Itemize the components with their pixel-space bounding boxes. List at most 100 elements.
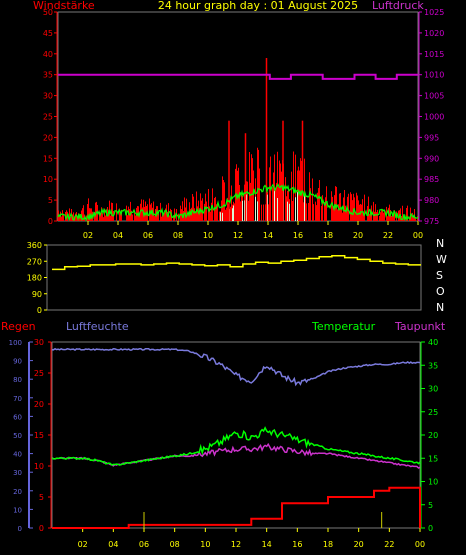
- y-tick: 0: [37, 306, 42, 315]
- x-tick: 20: [354, 540, 364, 549]
- x-tick: 10: [200, 540, 210, 549]
- temp-tick: 25: [428, 408, 438, 417]
- y-tick: 90: [32, 290, 42, 299]
- x-tick: 20: [353, 231, 363, 240]
- y-right-tick: 985: [424, 175, 439, 184]
- y-left-tick: 0: [48, 217, 53, 226]
- y-left-tick: 10: [43, 175, 53, 184]
- x-tick: 12: [233, 231, 243, 240]
- x-tick: 14: [263, 231, 273, 240]
- humidity-tick: 0: [18, 525, 22, 533]
- y-left-tick: 15: [43, 154, 53, 163]
- y-left-tick: 30: [43, 92, 53, 101]
- y-right-tick: 1010: [424, 71, 444, 80]
- x-tick: 04: [108, 540, 118, 549]
- rain-tick: 5: [39, 493, 44, 502]
- temp-tick: 15: [428, 454, 438, 463]
- x-tick: 08: [173, 231, 183, 240]
- x-tick: 00: [413, 231, 423, 240]
- x-tick: 22: [384, 540, 394, 549]
- temperatur-label: Temperatur: [311, 320, 376, 333]
- humidity-tick: 100: [9, 339, 22, 347]
- y-right-tick: 975: [424, 217, 439, 226]
- y-left-tick: 25: [43, 113, 53, 122]
- humidity-tick: 90: [13, 358, 22, 366]
- avg-wind-line: [57, 183, 419, 222]
- pressure-line: [58, 73, 418, 80]
- rain-tick: 30: [34, 338, 44, 347]
- x-tick: 06: [143, 231, 153, 240]
- compass-label: N: [436, 301, 444, 314]
- compass-label: O: [436, 285, 445, 298]
- windstaerke-label: Windstärke: [33, 0, 95, 12]
- temp-tick: 5: [428, 501, 433, 510]
- rain-tick: 20: [34, 400, 44, 409]
- temp-tick: 40: [428, 338, 438, 347]
- temp-tick: 20: [428, 431, 438, 440]
- x-tick: 00: [415, 540, 425, 549]
- y-left-tick: 20: [43, 133, 53, 142]
- wind-pressure-chart: 0510152025303540455097598098599099510001…: [43, 8, 445, 240]
- y-left-tick: 35: [43, 71, 53, 80]
- humidity-tick: 10: [13, 506, 22, 514]
- humidity-tick: 50: [13, 432, 22, 440]
- humidity-tick: 40: [13, 451, 22, 459]
- plot-frame: [46, 244, 422, 311]
- luftfeuchte-label: Luftfeuchte: [66, 320, 129, 333]
- x-tick: 10: [203, 231, 213, 240]
- graph-title: 24 hour graph day : 01 August 2025: [158, 0, 358, 12]
- y-right-tick: 1025: [424, 8, 444, 17]
- humidity-tick: 80: [13, 376, 22, 384]
- wind-direction-line: [52, 255, 421, 271]
- regen-label: Regen: [1, 320, 36, 333]
- x-tick: 18: [323, 540, 333, 549]
- temp-tick: 35: [428, 361, 438, 370]
- y-tick: 180: [27, 274, 42, 283]
- compass-label: W: [436, 253, 447, 266]
- y-left-tick: 40: [43, 50, 53, 59]
- compass-label: S: [436, 269, 443, 282]
- x-tick: 08: [170, 540, 180, 549]
- x-tick: 12: [231, 540, 241, 549]
- y-right-tick: 1000: [424, 113, 444, 122]
- x-tick: 22: [383, 231, 393, 240]
- x-tick: 18: [323, 231, 333, 240]
- y-left-tick: 5: [48, 196, 53, 205]
- humidity-tick: 60: [13, 413, 22, 421]
- rain-line: [52, 486, 421, 529]
- y-right-tick: 980: [424, 196, 439, 205]
- luftdruck-label: Luftdruck: [372, 0, 424, 12]
- humidity-tick: 20: [13, 488, 22, 496]
- temp-tick: 0: [428, 524, 433, 533]
- humidity-line: [51, 347, 421, 387]
- temp-tick: 30: [428, 385, 438, 394]
- y-left-tick: 50: [43, 8, 53, 17]
- rain-tick: 0: [39, 524, 44, 533]
- compass-label: N: [436, 237, 444, 250]
- rain-tick: 10: [34, 462, 44, 471]
- temp-tick: 10: [428, 478, 438, 487]
- x-tick: 16: [292, 540, 302, 549]
- y-right-tick: 1015: [424, 50, 444, 59]
- plot-frame: [51, 341, 421, 529]
- weather-lines-chart: 0102030405060708090100051015202530051015…: [9, 338, 439, 549]
- y-tick: 360: [27, 241, 42, 250]
- dewpoint-line: [51, 442, 421, 469]
- y-left-tick: 45: [43, 29, 53, 38]
- x-tick: 02: [78, 540, 88, 549]
- y-right-tick: 990: [424, 154, 439, 163]
- y-tick: 270: [27, 257, 42, 266]
- rain-tick: 25: [34, 369, 44, 378]
- x-tick: 02: [83, 231, 93, 240]
- taupunkt-label: Taupunkt: [394, 320, 446, 333]
- humidity-tick: 30: [13, 469, 22, 477]
- y-right-tick: 995: [424, 133, 439, 142]
- humidity-tick: 70: [13, 395, 22, 403]
- y-right-tick: 1005: [424, 92, 444, 101]
- temperature-line: [51, 426, 421, 466]
- rain-tick: 15: [34, 431, 44, 440]
- x-tick: 16: [293, 231, 303, 240]
- y-right-tick: 1020: [424, 29, 444, 38]
